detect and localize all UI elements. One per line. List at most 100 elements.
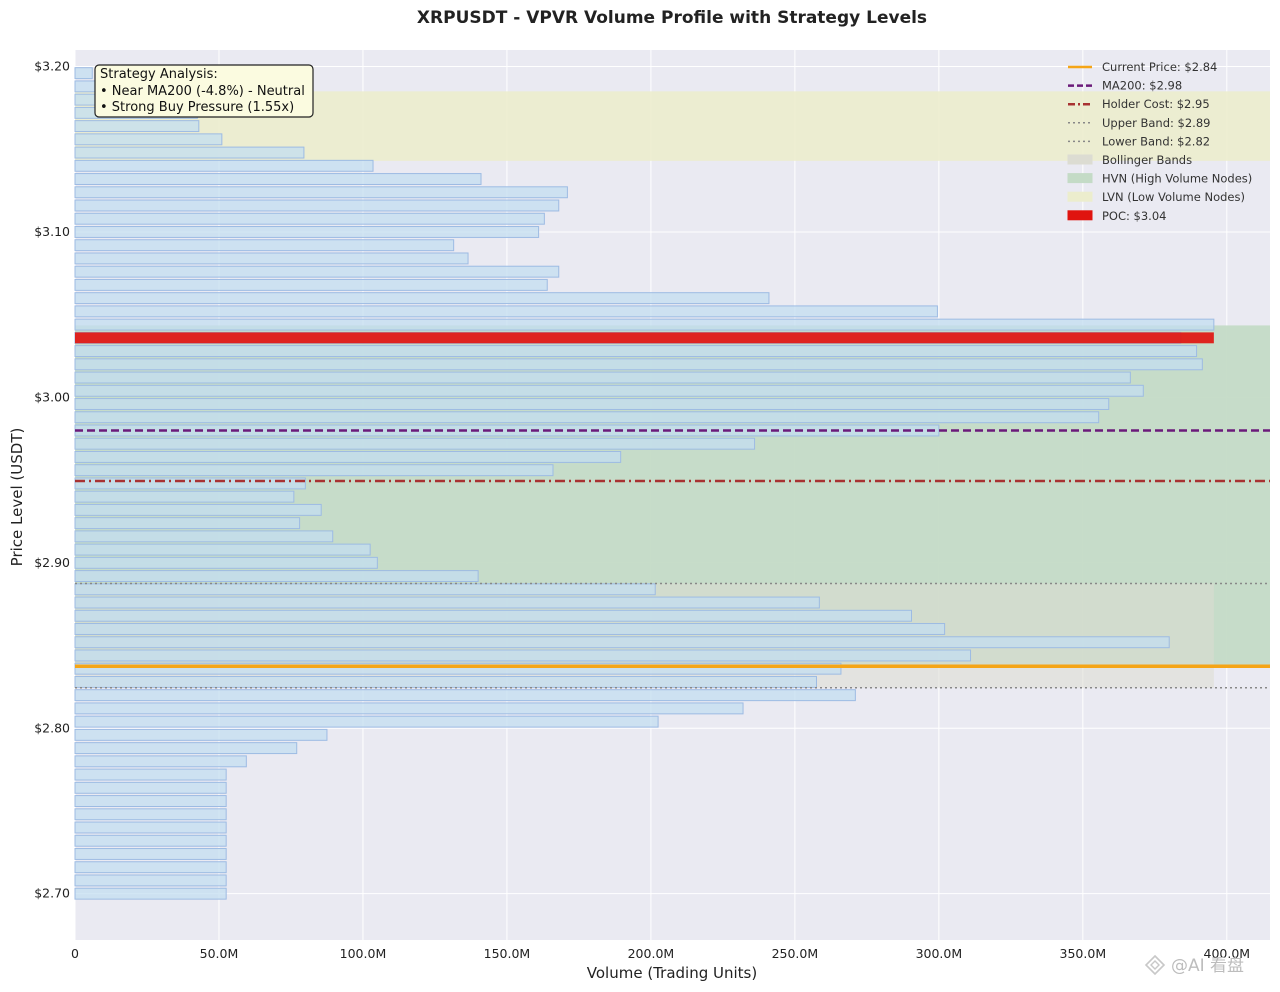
volume-bar	[74, 715, 659, 728]
volume-bar	[74, 159, 374, 172]
volume-bar	[74, 318, 1215, 331]
y-tick-label: $3.00	[34, 389, 70, 404]
volume-bar	[74, 464, 554, 477]
volume-bar	[74, 861, 227, 874]
volume-bar	[74, 133, 223, 146]
volume-bar	[74, 437, 756, 450]
volume-bar	[74, 384, 1144, 397]
volume-bar	[74, 702, 744, 715]
x-tick-label: 400.0M	[1204, 946, 1251, 961]
volume-bar	[74, 649, 972, 662]
x-tick-label: 200.0M	[628, 946, 675, 961]
legend-label: Holder Cost: $2.95	[1102, 97, 1210, 111]
legend-swatch	[1067, 210, 1093, 221]
x-tick-label: 150.0M	[484, 946, 531, 961]
legend-label: Upper Band: $2.89	[1102, 116, 1210, 130]
x-tick-label: 100.0M	[340, 946, 387, 961]
volume-bar	[74, 795, 227, 808]
chart-title: XRPUSDT - VPVR Volume Profile with Strat…	[417, 8, 927, 28]
watermark-text: @AI 看盘	[1171, 956, 1244, 976]
strategy-annotation-title: Strategy Analysis:	[100, 67, 218, 82]
y-tick-label: $2.80	[34, 720, 70, 735]
volume-bar	[74, 358, 1203, 371]
volume-bar	[74, 265, 560, 278]
volume-bar	[74, 146, 305, 159]
volume-bar	[74, 530, 334, 543]
volume-bar	[74, 689, 856, 702]
volume-bar	[74, 490, 295, 503]
volume-bar	[74, 305, 938, 318]
volume-bar	[74, 226, 540, 238]
volume-bar	[74, 675, 817, 688]
volume-bar	[74, 450, 622, 463]
volume-bar	[74, 728, 328, 741]
volume-bar	[74, 278, 548, 291]
x-tick-label: 50.0M	[200, 946, 239, 961]
volume-bar	[74, 755, 247, 768]
y-tick-label: $3.20	[34, 59, 70, 74]
strategy-annotation: Strategy Analysis: • Near MA200 (-4.8%) …	[94, 64, 314, 118]
y-tick-label: $3.10	[34, 224, 70, 239]
volume-bar	[74, 477, 306, 490]
volume-bar	[74, 120, 200, 133]
level-lines	[75, 429, 1270, 689]
volume-bar	[74, 742, 298, 755]
volume-bar	[74, 212, 545, 225]
volume-bar	[74, 768, 227, 781]
legend-label: LVN (Low Volume Nodes)	[1102, 190, 1245, 204]
volume-bar	[74, 411, 1100, 424]
volume-bar	[74, 252, 469, 265]
y-axis-label: Price Level (USDT)	[8, 428, 26, 567]
x-tick-label: 300.0M	[916, 946, 963, 961]
volume-bar	[74, 609, 912, 622]
legend-label: Current Price: $2.84	[1102, 60, 1217, 74]
volume-bar	[74, 848, 227, 860]
x-tick-label: 250.0M	[772, 946, 819, 961]
watermark: @AI 看盘	[1144, 954, 1244, 976]
y-tick-label: $2.90	[34, 555, 70, 570]
volume-bar	[74, 874, 227, 887]
volume-bar	[74, 623, 946, 635]
volume-bar	[74, 398, 1110, 410]
volume-bars	[74, 67, 1215, 900]
volume-bar	[74, 662, 842, 675]
strategy-annotation-box	[94, 64, 314, 118]
legend-label: MA200: $2.98	[1102, 79, 1182, 93]
legend-label: HVN (High Volume Nodes)	[1102, 172, 1252, 186]
x-tick-label: 0	[71, 946, 79, 961]
y-tick-label: $2.70	[34, 886, 70, 901]
volume-bar	[74, 292, 770, 305]
volume-bar	[74, 808, 227, 821]
poc-bar	[75, 332, 1214, 344]
x-tick-label: 350.0M	[1060, 946, 1107, 961]
volume-bar	[74, 556, 378, 569]
volume-bar	[74, 199, 560, 212]
volume-bar	[74, 887, 227, 900]
legend: Current Price: $2.84 MA200: $2.98 Holder C…	[1067, 60, 1252, 223]
volume-bar	[74, 834, 227, 847]
volume-bar	[74, 67, 93, 80]
strategy-annotation-ma200: • Near MA200 (-4.8%) - Neutral	[100, 84, 305, 99]
volume-bar	[74, 596, 820, 609]
volume-bar	[74, 517, 301, 530]
logo-icon	[1144, 954, 1166, 976]
volume-bar	[74, 345, 1198, 358]
axis-ticks: 0 50.0M 100.0M 150.0M 200.0M 250.0M 300.0M 350.…	[34, 59, 1250, 961]
volume-bar	[74, 186, 568, 199]
volume-bar	[74, 583, 656, 596]
volume-bar	[74, 371, 1131, 384]
volume-bar	[74, 543, 371, 556]
strategy-annotation-buy-pressure: • Strong Buy Pressure (1.55x)	[100, 100, 294, 115]
volume-bar	[74, 173, 482, 185]
volume-bar	[74, 781, 227, 794]
volume-bar	[74, 636, 1170, 649]
legend-swatch	[1067, 154, 1093, 165]
legend-swatch	[1067, 191, 1093, 202]
legend-label: Lower Band: $2.82	[1102, 134, 1210, 148]
x-axis-label: Volume (Trading Units)	[587, 964, 757, 982]
volume-bar	[74, 503, 322, 516]
legend-label: POC: $3.04	[1102, 209, 1166, 223]
volume-bar	[74, 821, 227, 834]
volume-bar	[74, 570, 479, 583]
